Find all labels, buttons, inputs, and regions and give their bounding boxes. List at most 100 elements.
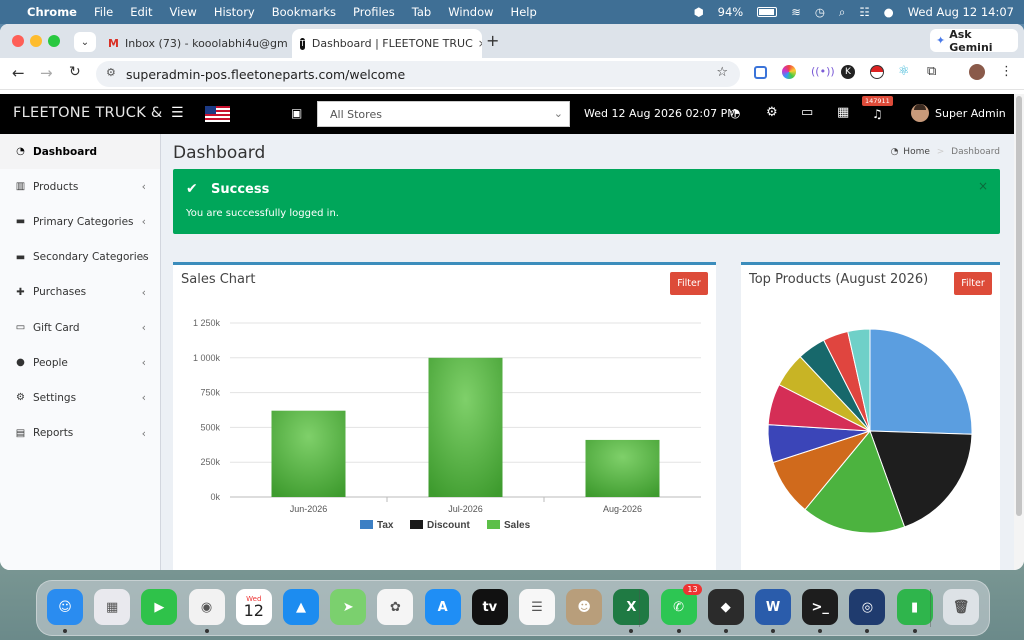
- tab-search-button[interactable]: ⌄: [74, 32, 96, 52]
- trash-icon[interactable]: 🗑: [943, 589, 979, 625]
- sidebar-item-products[interactable]: ▥ Products ‹: [0, 169, 160, 204]
- legend-swatch-tax[interactable]: [360, 520, 373, 529]
- pie-slice-3[interactable]: [804, 430, 906, 534]
- sidebar-item-gift-card[interactable]: ▭ Gift Card ‹: [0, 310, 160, 345]
- breadcrumb-home[interactable]: Home: [903, 147, 930, 157]
- settings-cogs-icon[interactable]: ⚙: [766, 105, 778, 120]
- profile-avatar[interactable]: [969, 64, 985, 80]
- legend-swatch-sales[interactable]: [487, 520, 500, 529]
- back-icon[interactable]: ←: [12, 64, 25, 82]
- address-bar[interactable]: ⚙ superadmin-pos.fleetoneparts.com/welco…: [96, 61, 740, 87]
- new-tab-button[interactable]: +: [486, 31, 500, 50]
- whatsapp-icon[interactable]: ✆ 13: [660, 584, 702, 625]
- reload-icon[interactable]: ↻: [69, 64, 81, 80]
- sidebar-item-purchases[interactable]: ✚ Purchases ‹: [0, 275, 160, 310]
- dashboard-gauge-icon[interactable]: ◔: [730, 106, 741, 120]
- pie-slice-10[interactable]: [847, 328, 871, 432]
- menu-bookmarks[interactable]: Bookmarks: [271, 5, 336, 19]
- alert-close-icon[interactable]: ×: [977, 179, 988, 193]
- calendar-icon[interactable]: Wed 12: [235, 589, 272, 625]
- facetime-icon[interactable]: ▶: [141, 589, 178, 625]
- word-icon[interactable]: W: [755, 589, 791, 625]
- sidebar-item-settings[interactable]: ⚙ Settings ‹: [0, 380, 160, 415]
- store-select[interactable]: All Stores ⌄: [317, 101, 570, 127]
- products-filter-button[interactable]: Filter: [954, 272, 992, 295]
- menu-history[interactable]: History: [213, 5, 255, 19]
- menu-profiles[interactable]: Profiles: [352, 5, 395, 19]
- keynote-icon[interactable]: ▲: [283, 589, 319, 625]
- menu-file[interactable]: File: [93, 5, 114, 19]
- us-flag-icon[interactable]: [205, 106, 230, 122]
- bookmark-star-icon[interactable]: ☆: [716, 65, 728, 80]
- extension-pokeball-icon[interactable]: [870, 65, 884, 79]
- bar-sales[interactable]: [428, 357, 503, 497]
- cube-status-icon[interactable]: ⬢: [693, 5, 704, 19]
- legend-label-sales[interactable]: Sales: [504, 520, 531, 531]
- brand-logo[interactable]: FLEETONE TRUCK &: [13, 105, 163, 121]
- pie-slice-2[interactable]: [869, 430, 973, 528]
- bar-sales[interactable]: [271, 410, 346, 497]
- site-info-icon[interactable]: ⚙: [106, 66, 116, 79]
- launchpad-icon[interactable]: ▦: [94, 589, 131, 625]
- app-menu-chrome[interactable]: Chrome: [27, 5, 77, 19]
- tab-dashboard[interactable]: T Dashboard | FLEETONE TRUC ×: [292, 29, 482, 58]
- zoom-window-button[interactable]: [48, 35, 60, 47]
- extensions-puzzle-icon[interactable]: ⧉: [927, 64, 937, 79]
- pie-slice-1[interactable]: [869, 328, 973, 435]
- chrome-icon[interactable]: ◉: [188, 589, 225, 625]
- time-machine-icon[interactable]: ◷: [814, 5, 825, 19]
- extension-signal-icon[interactable]: ((•)): [811, 65, 835, 78]
- maps-icon[interactable]: ➤: [330, 589, 367, 625]
- pos-terminal-icon[interactable]: ▣: [291, 106, 303, 120]
- photos-icon[interactable]: ✿: [377, 589, 414, 625]
- contacts-icon[interactable]: ☻: [566, 589, 603, 625]
- ask-gemini-button[interactable]: ✦ Ask Gemini: [930, 28, 1018, 54]
- close-window-button[interactable]: [12, 35, 24, 47]
- app-store-icon[interactable]: A: [424, 589, 461, 625]
- apps-grid-icon[interactable]: ▦: [837, 105, 850, 120]
- tab-gmail[interactable]: M Inbox (73) - kooolabhi4u@gm ×: [100, 29, 288, 58]
- terminal-icon[interactable]: >_: [802, 589, 839, 625]
- legend-label-discount[interactable]: Discount: [427, 520, 470, 531]
- forward-icon[interactable]: →: [40, 64, 53, 82]
- cube-app-icon[interactable]: ◆: [707, 589, 744, 625]
- apple-tv-icon[interactable]: tv: [471, 589, 508, 625]
- browser-scrollbar[interactable]: [1014, 94, 1024, 570]
- finder-icon[interactable]: ☺: [47, 589, 83, 625]
- sidebar-item-reports[interactable]: ▤ Reports ‹: [0, 416, 160, 451]
- robot-app-icon[interactable]: ◎: [849, 589, 886, 625]
- battery-icon[interactable]: [757, 7, 778, 17]
- minimize-window-button[interactable]: [30, 35, 42, 47]
- menu-tab[interactable]: Tab: [411, 5, 432, 19]
- user-avatar[interactable]: [911, 104, 929, 122]
- extension-react-icon[interactable]: ⚛: [898, 64, 910, 79]
- extension-color-icon[interactable]: [782, 65, 796, 79]
- user-name[interactable]: Super Admin: [935, 107, 1006, 120]
- sales-filter-button[interactable]: Filter: [670, 272, 708, 295]
- notifications-bell-icon[interactable]: ♫: [872, 107, 883, 121]
- desktop-icon[interactable]: ▭: [801, 105, 814, 120]
- siri-icon[interactable]: ●: [883, 5, 894, 19]
- menubar-clock[interactable]: Wed Aug 12 14:07: [907, 5, 1014, 19]
- extension-k-icon[interactable]: K: [841, 65, 855, 79]
- sidebar-item-people[interactable]: ● People ‹: [0, 345, 160, 380]
- extension-cast-icon[interactable]: [754, 66, 767, 79]
- spotlight-search-icon[interactable]: ⌕: [838, 4, 846, 19]
- excel-icon[interactable]: X: [613, 589, 650, 625]
- chrome-menu-icon[interactable]: ⋮: [1000, 64, 1013, 79]
- bar-sales[interactable]: [585, 439, 660, 497]
- legend-swatch-discount[interactable]: [410, 520, 423, 529]
- legend-label-tax[interactable]: Tax: [377, 520, 394, 531]
- sidebar-item-primary-categories[interactable]: ▬ Primary Categories ‹: [0, 204, 160, 239]
- menu-view[interactable]: View: [169, 5, 197, 19]
- wifi-icon[interactable]: ≋: [791, 5, 801, 19]
- close-tab-icon[interactable]: ×: [478, 37, 482, 50]
- reminders-icon[interactable]: ☰: [519, 589, 555, 625]
- numbers-icon[interactable]: ▮: [896, 589, 933, 625]
- menu-edit[interactable]: Edit: [130, 5, 153, 19]
- control-center-icon[interactable]: ☷: [859, 5, 870, 19]
- sidebar-item-secondary-categories[interactable]: ▬ Secondary Categories ‹: [0, 240, 160, 275]
- menu-help[interactable]: Help: [510, 5, 537, 19]
- menu-window[interactable]: Window: [448, 5, 494, 19]
- sidebar-toggle-icon[interactable]: ☰: [171, 105, 184, 121]
